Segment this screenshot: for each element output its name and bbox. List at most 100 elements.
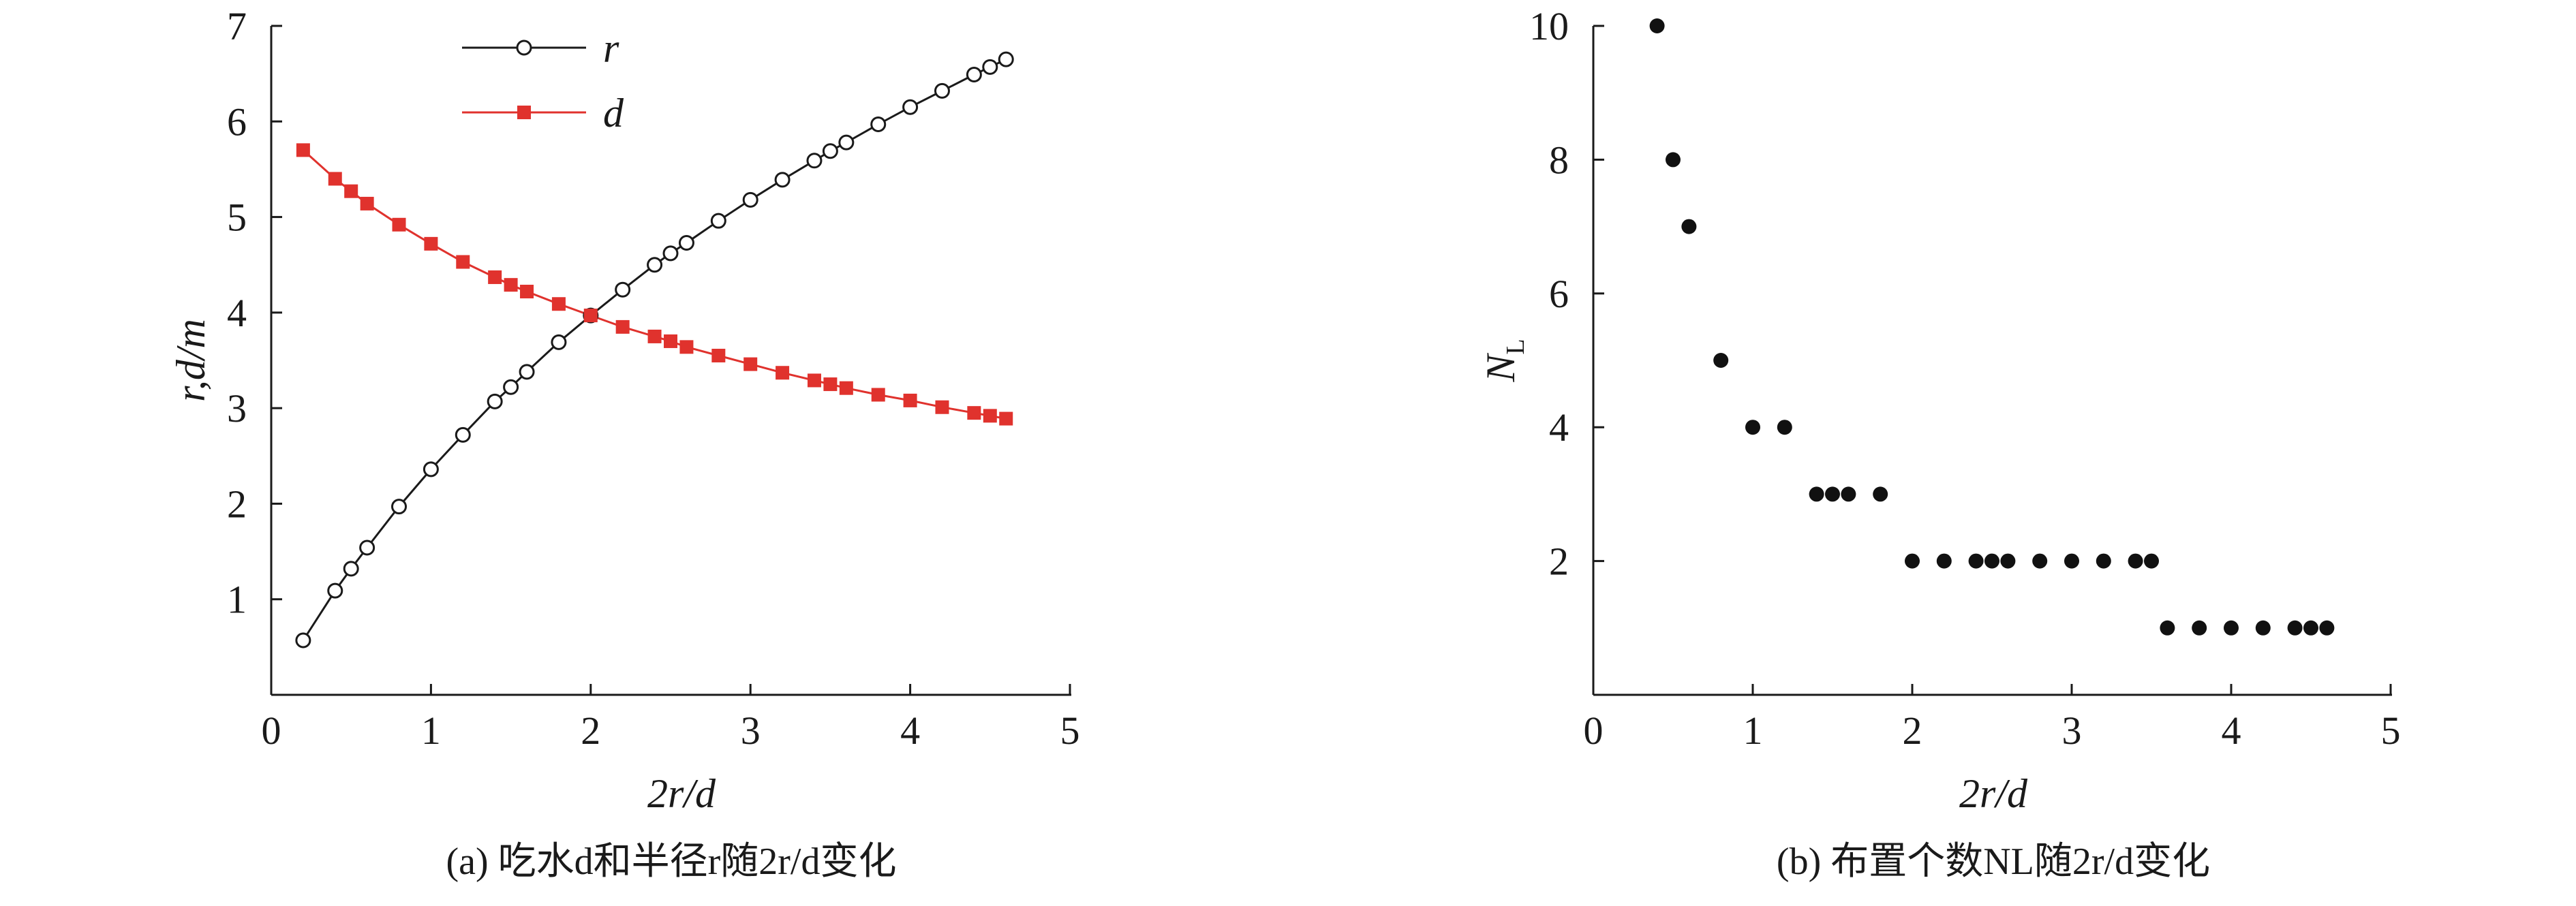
x-tick-label: 5 xyxy=(1060,708,1080,753)
data-point-d xyxy=(360,196,374,210)
data-point-d xyxy=(344,184,358,198)
data-point-nl xyxy=(2287,620,2303,636)
data-point-d xyxy=(903,393,917,407)
data-point-r xyxy=(391,499,408,515)
data-point-r xyxy=(838,134,855,151)
y-tick-label: 1 xyxy=(227,578,247,622)
data-point-nl xyxy=(2144,553,2159,569)
data-point-d xyxy=(711,348,726,362)
data-point-nl xyxy=(1745,420,1760,435)
data-point-d xyxy=(935,400,949,414)
data-point-nl xyxy=(2160,620,2175,636)
data-point-nl xyxy=(1841,486,1856,502)
x-ticks-a: 0 1 2 3 4 5 xyxy=(262,684,1080,753)
legend-a: r d xyxy=(462,26,624,136)
data-point-nl xyxy=(2192,620,2207,636)
data-point-nl xyxy=(2319,620,2335,636)
series-line-r xyxy=(302,58,1007,641)
data-point-nl xyxy=(1713,353,1729,368)
data-point-d xyxy=(839,381,853,395)
series-layer-b xyxy=(1649,18,2335,636)
data-point-r xyxy=(647,257,663,273)
x-axis-title-b: 2r/d xyxy=(1959,771,2028,816)
data-point-nl xyxy=(1666,152,1681,168)
data-point-nl xyxy=(1873,486,1888,502)
data-point-r xyxy=(615,281,631,298)
y-axis-title-b-sub: L xyxy=(1501,339,1530,354)
data-point-d xyxy=(664,334,677,348)
data-point-r xyxy=(822,143,838,159)
data-point-d xyxy=(615,319,630,334)
data-point-r xyxy=(455,426,471,443)
data-point-r xyxy=(966,67,982,83)
x-tick-label: 1 xyxy=(1743,708,1763,753)
data-point-r xyxy=(503,379,519,395)
data-point-r xyxy=(982,59,998,75)
data-point-d xyxy=(456,255,470,269)
x-tick-label: 4 xyxy=(2222,708,2241,753)
data-point-d xyxy=(488,270,502,284)
x-tick-label: 1 xyxy=(421,708,441,753)
y-axis-title-b-main: N xyxy=(1478,353,1523,383)
data-point-r xyxy=(934,82,950,99)
data-point-nl xyxy=(1968,553,1984,569)
data-point-r xyxy=(327,582,343,599)
data-point-r xyxy=(343,561,359,577)
data-point-d xyxy=(328,172,342,186)
y-tick-label: 4 xyxy=(227,291,247,335)
x-tick-label: 4 xyxy=(900,708,920,753)
x-tick-label: 5 xyxy=(2381,708,2401,753)
data-point-nl xyxy=(1905,553,1920,569)
chart-count-nl: 0 1 2 3 4 5 2 4 6 8 10 2r/d NL (b) 布置个数NL随2r/d变化 xyxy=(1478,4,2401,883)
y-tick-label: 10 xyxy=(1529,4,1569,48)
chart-draft-radius: 0 1 2 3 4 5 1 2 3 4 5 6 7 2r/d r,d/m r d (a) 吃水d和半径… xyxy=(168,4,1080,883)
data-point-d xyxy=(520,284,534,298)
y-tick-label: 6 xyxy=(227,99,247,144)
x-tick-label: 3 xyxy=(2062,708,2082,753)
data-point-r xyxy=(870,116,887,132)
series-line-d xyxy=(302,149,1007,420)
legend-entry-d: d xyxy=(462,91,624,136)
legend-label-r: r xyxy=(603,26,619,71)
caption-a: (a) 吃水d和半径r随2r/d变化 xyxy=(446,841,896,883)
data-point-d xyxy=(967,406,981,420)
data-point-d xyxy=(999,411,1013,426)
data-point-r xyxy=(662,245,679,262)
series-layer-a xyxy=(295,51,1014,649)
data-point-r xyxy=(359,540,375,556)
data-point-r xyxy=(742,191,758,208)
x-tick-label: 3 xyxy=(741,708,761,753)
y-tick-label: 5 xyxy=(227,196,247,240)
x-tick-label: 0 xyxy=(1584,708,1604,753)
x-tick-label: 2 xyxy=(1903,708,1922,753)
axes-a xyxy=(270,26,1071,696)
data-point-nl xyxy=(2128,553,2143,569)
data-point-d xyxy=(647,329,662,343)
data-point-d xyxy=(583,309,598,323)
data-point-nl xyxy=(2064,553,2079,569)
y-tick-label: 2 xyxy=(227,482,247,526)
data-point-r xyxy=(295,632,311,649)
data-point-d xyxy=(679,340,694,354)
data-point-nl xyxy=(2224,620,2239,636)
data-point-r xyxy=(551,334,567,350)
y-ticks-a: 1 2 3 4 5 6 7 xyxy=(227,4,282,622)
data-point-nl xyxy=(1984,553,1999,569)
data-point-r xyxy=(806,153,823,169)
data-point-r xyxy=(998,51,1014,67)
data-point-d xyxy=(776,366,790,380)
data-point-nl xyxy=(2096,553,2111,569)
y-axis-title-a: r,d/m xyxy=(168,319,213,402)
data-point-nl xyxy=(1681,219,1697,234)
data-point-r xyxy=(710,213,726,229)
data-point-d xyxy=(871,388,885,402)
data-point-nl xyxy=(2255,620,2271,636)
data-point-d xyxy=(983,409,997,423)
legend-marker-d xyxy=(517,106,531,119)
data-point-d xyxy=(807,373,821,388)
data-point-d xyxy=(504,278,518,292)
x-tick-label: 0 xyxy=(262,708,281,753)
data-point-r xyxy=(774,172,791,188)
y-tick-label: 7 xyxy=(227,4,247,48)
